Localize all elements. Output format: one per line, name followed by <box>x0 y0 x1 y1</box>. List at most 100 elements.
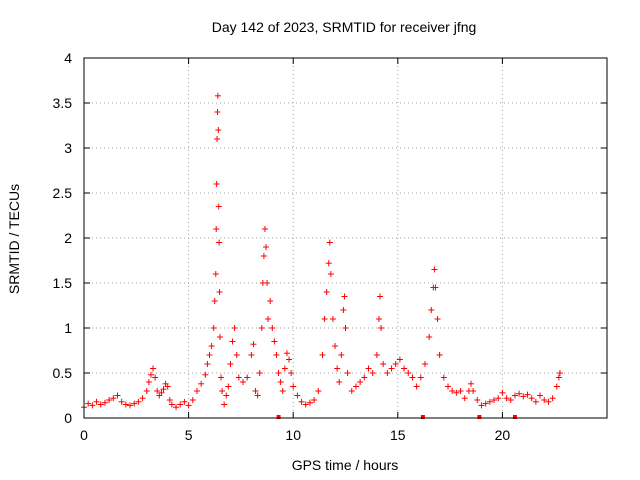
data-point <box>127 402 134 409</box>
data-point <box>277 379 284 385</box>
data-point <box>215 203 222 210</box>
data-point <box>143 388 150 394</box>
x-tick-label: 0 <box>80 427 88 443</box>
data-point <box>185 402 192 409</box>
axis-ticks: 0 0.5 1 1.5 2 2.5 3 3.5 4 0 5 10 15 20 <box>53 50 607 443</box>
data-point <box>118 398 125 405</box>
data-point <box>114 392 121 399</box>
data-point <box>409 374 416 381</box>
data-point <box>334 365 341 372</box>
data-point <box>221 401 228 408</box>
data-point <box>357 379 364 385</box>
x-tick-label: 15 <box>390 427 406 443</box>
data-point <box>474 397 481 403</box>
data-point <box>160 386 167 393</box>
gap-marker <box>477 415 482 419</box>
data-point <box>216 334 223 340</box>
chart-title: Day 142 of 2023, SRMTID for receiver jfn… <box>212 19 477 35</box>
data-point <box>396 356 403 363</box>
data-point <box>198 380 205 387</box>
data-point <box>549 395 556 402</box>
data-point <box>283 350 290 357</box>
data-point <box>214 109 221 115</box>
data-point <box>384 370 391 376</box>
data-point <box>449 388 456 394</box>
data-point <box>164 383 171 390</box>
data-point <box>271 338 278 345</box>
data-point <box>93 398 100 405</box>
data-point <box>436 352 443 358</box>
data-point <box>326 239 333 246</box>
data-point <box>239 379 246 385</box>
data-point <box>223 392 230 399</box>
y-axis-label: SRMTID / TECUs <box>6 184 22 294</box>
data-point <box>225 383 232 390</box>
data-point <box>405 370 412 376</box>
data-point <box>388 365 395 372</box>
y-tick-label: 3 <box>64 140 72 156</box>
data-point <box>290 383 297 390</box>
data-point <box>428 307 435 313</box>
data-point <box>541 397 548 403</box>
data-point <box>229 338 236 345</box>
data-point <box>348 388 355 394</box>
x-tick-label: 5 <box>185 427 193 443</box>
data-point <box>470 388 477 394</box>
data-point <box>302 401 309 408</box>
data-point <box>214 136 221 142</box>
data-point <box>258 325 265 331</box>
gap-marker <box>420 415 425 419</box>
data-point <box>139 395 146 402</box>
data-point <box>516 390 523 397</box>
data-point <box>378 325 385 331</box>
data-point <box>336 379 343 385</box>
data-point <box>352 383 359 390</box>
data-point <box>306 399 313 406</box>
data-point <box>507 397 514 403</box>
data-point <box>250 341 257 348</box>
x-tick-label: 20 <box>495 427 511 443</box>
data-point <box>503 395 510 402</box>
data-point <box>244 374 251 381</box>
data-point <box>373 352 380 358</box>
y-tick-label: 1 <box>64 320 72 336</box>
data-point <box>528 395 535 402</box>
data-point <box>152 374 159 381</box>
data-point <box>478 402 485 409</box>
data-point <box>256 370 263 376</box>
data-point <box>329 316 336 322</box>
data-point <box>212 271 219 277</box>
data-point <box>85 400 92 407</box>
data-point <box>341 293 348 300</box>
data-point <box>219 388 226 394</box>
data-point <box>327 271 334 277</box>
data-point <box>264 280 271 286</box>
data-point <box>495 395 502 402</box>
data-point <box>267 298 274 304</box>
data-point <box>89 402 96 409</box>
data-point <box>261 226 268 232</box>
y-tick-label: 4 <box>64 50 72 66</box>
data-point <box>206 352 213 358</box>
data-point <box>154 388 161 394</box>
data-point <box>537 392 544 399</box>
data-point <box>260 253 267 259</box>
data-point <box>392 361 399 367</box>
data-point <box>216 239 223 246</box>
data-point <box>279 388 286 394</box>
data-point <box>344 370 351 376</box>
y-tick-label: 1.5 <box>53 275 73 291</box>
data-point <box>311 397 318 403</box>
data-point <box>281 365 288 372</box>
data-point <box>248 352 255 358</box>
data-point <box>210 325 217 331</box>
data-point <box>426 334 433 340</box>
data-point <box>361 374 368 381</box>
grid-lines <box>84 58 607 418</box>
gap-marker <box>276 415 281 419</box>
data-point <box>499 389 506 396</box>
data-point <box>166 397 173 403</box>
data-point <box>235 374 242 381</box>
data-point <box>233 352 240 358</box>
data-point <box>193 388 200 394</box>
